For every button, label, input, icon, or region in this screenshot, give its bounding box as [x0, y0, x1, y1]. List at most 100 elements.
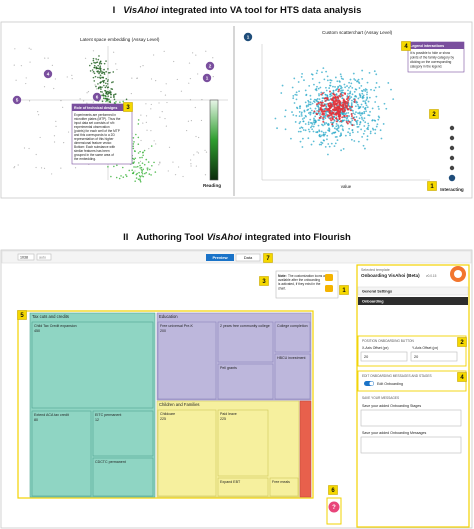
- preview-button[interactable]: [206, 254, 234, 261]
- scatter-point: [318, 94, 320, 97]
- scatter-point: [308, 103, 311, 106]
- badge-number: 1: [430, 184, 434, 190]
- scatter-point: [340, 91, 343, 94]
- scatter-point: [55, 125, 57, 127]
- scatter-point: [322, 133, 325, 136]
- scatter-point: [53, 87, 55, 90]
- scatter-point: [95, 58, 97, 60]
- note-label: Note:: [278, 274, 287, 278]
- scatter-point: [318, 119, 321, 122]
- scatter-point: [320, 93, 323, 96]
- scatter-point: [367, 124, 370, 127]
- scatter-point: [102, 93, 105, 95]
- scatter-point: [113, 95, 115, 97]
- scatter-point: [330, 103, 333, 106]
- scatter-point: [343, 119, 346, 122]
- scatter-point: [103, 62, 106, 65]
- scatter-point: [193, 154, 195, 156]
- badge: [427, 181, 437, 191]
- scatter-point: [375, 95, 378, 98]
- scatter-point: [326, 96, 329, 99]
- scatter-point: [368, 71, 371, 74]
- scatter-point: [310, 73, 313, 76]
- icon-button: [325, 285, 333, 292]
- scatter-point: [342, 105, 345, 108]
- scatter-point: [28, 47, 30, 49]
- scatter-point: [192, 52, 194, 54]
- scatter-point: [148, 173, 151, 175]
- scatter-point: [144, 172, 146, 175]
- highlight-frame: [357, 335, 467, 367]
- data-button[interactable]: [235, 253, 261, 262]
- scatter-point: [361, 111, 364, 114]
- input: [36, 253, 52, 261]
- scatter-point: [101, 72, 103, 74]
- scatter-point: [318, 107, 320, 109]
- scatter-point: [112, 81, 114, 83]
- scatter-point: [150, 130, 152, 132]
- scatter-point: [334, 142, 337, 145]
- scatter-point: [308, 130, 311, 133]
- scatter-point: [13, 166, 16, 168]
- scatter-point: [291, 86, 294, 89]
- scatter-point: [362, 106, 365, 108]
- scatter-point: [160, 90, 162, 93]
- scatter-point: [180, 90, 183, 92]
- textarea[interactable]: [360, 436, 462, 454]
- scatter-point: [109, 90, 111, 92]
- scatter-point: [311, 128, 314, 131]
- textarea[interactable]: [360, 409, 462, 427]
- scatter-point: [307, 128, 310, 131]
- scatter-point: [137, 119, 140, 121]
- scatter-point: [164, 94, 167, 96]
- section-bar[interactable]: [358, 297, 468, 305]
- scatter-point: [145, 158, 148, 161]
- scatter-point: [149, 168, 151, 171]
- scatter-point: [321, 134, 323, 137]
- scatter-point: [373, 70, 376, 73]
- tooltip-text: and this corresponds to a 2D: [74, 133, 115, 137]
- scatter-point: [312, 125, 315, 128]
- scatter-point: [342, 148, 345, 150]
- scatter-point: [363, 125, 366, 127]
- scatter-point: [318, 129, 321, 132]
- scatter-point: [361, 92, 364, 95]
- scatter-point: [344, 86, 347, 89]
- treemap-cell: [299, 400, 312, 498]
- scatter-point: [367, 128, 370, 131]
- scatter-point: [311, 78, 314, 80]
- scatter-point: [110, 175, 112, 178]
- scatter-point: [330, 119, 333, 122]
- scatter-point: [133, 161, 135, 163]
- scatter-point: [315, 72, 318, 75]
- help-button[interactable]: [328, 501, 340, 513]
- scatter-point: [309, 113, 312, 116]
- scatter-point: [139, 156, 141, 159]
- scatter-point: [355, 111, 357, 114]
- badge: [457, 372, 467, 382]
- scatter-point: [327, 107, 330, 110]
- scatter-point: [147, 161, 150, 163]
- toolbar-text: 1038: [20, 255, 28, 259]
- scatter-point: [47, 57, 49, 59]
- input[interactable]: [360, 351, 408, 362]
- scatter-point: [132, 145, 135, 148]
- scatter-point: [358, 117, 361, 120]
- scatter-point: [138, 162, 140, 164]
- scatter-point: [326, 138, 328, 141]
- note-text: The customization icons are: [288, 274, 328, 278]
- scatter-point: [317, 124, 320, 127]
- scatter-point: [109, 100, 111, 102]
- scatter-point: [318, 93, 320, 95]
- scatter-point: [366, 81, 369, 84]
- scatter-point: [348, 127, 351, 130]
- treemap-cell: [217, 477, 269, 497]
- scatter-point: [110, 96, 112, 99]
- section-bar[interactable]: [357, 286, 469, 296]
- scatter-point: [119, 101, 121, 103]
- scatter-point: [304, 129, 307, 132]
- scatter-point: [351, 124, 354, 127]
- input[interactable]: [410, 351, 458, 362]
- field-heading: EDIT ONBOARDING MESSAGES AND STAGES: [362, 374, 432, 378]
- scatter-point: [195, 135, 197, 138]
